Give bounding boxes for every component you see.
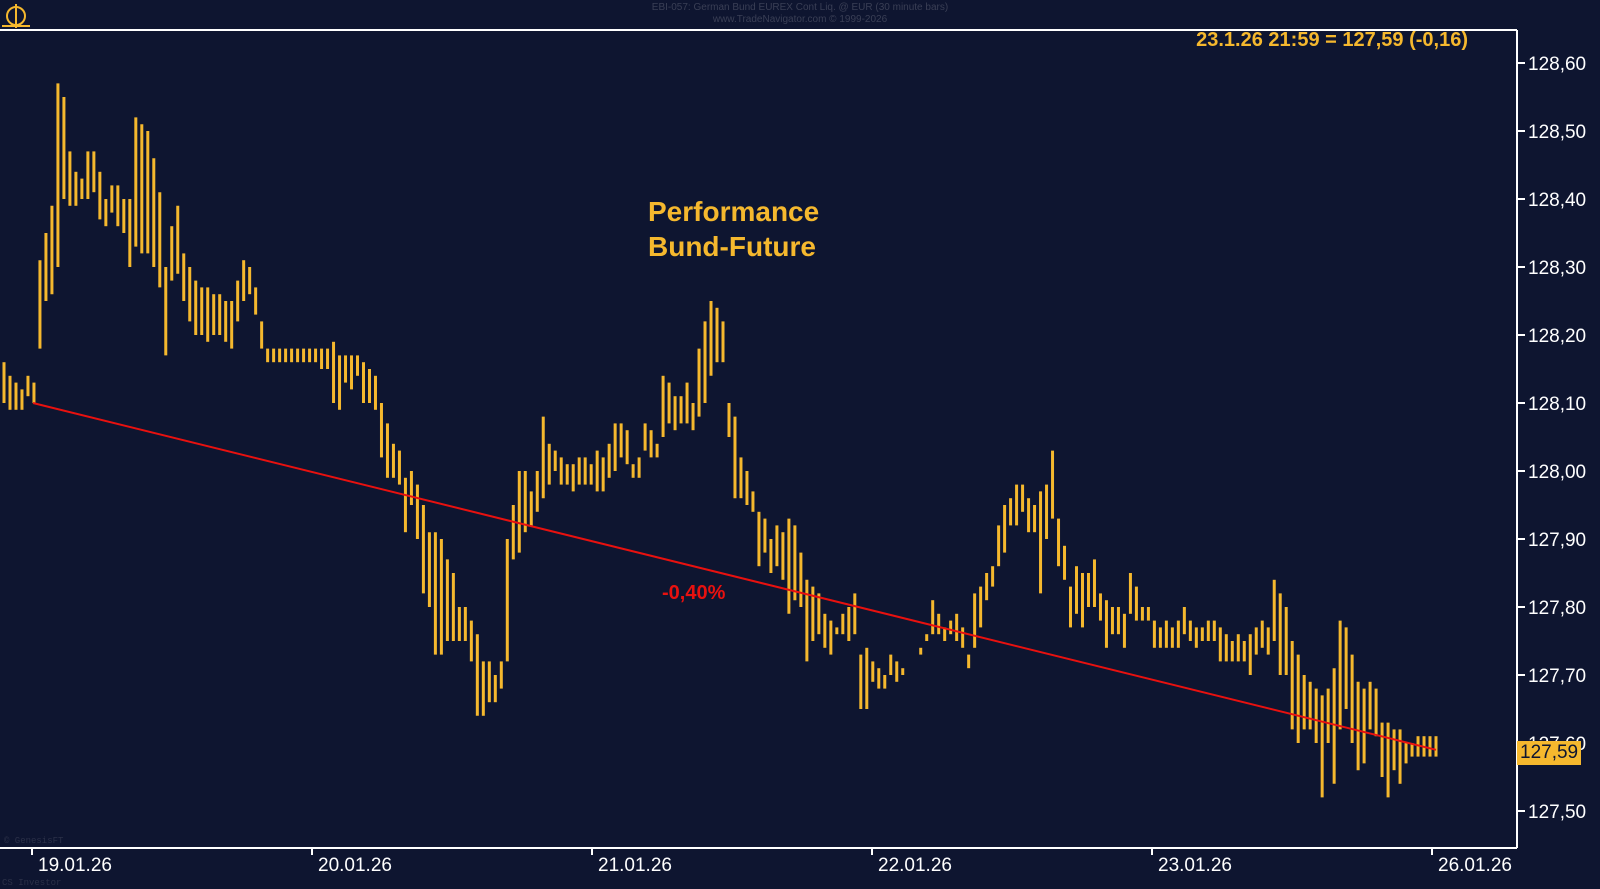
x-tick-label: 19.01.26: [38, 855, 112, 876]
y-tick-label: 127,70: [1528, 666, 1586, 687]
y-tick-label: 127,50: [1528, 802, 1586, 823]
y-tick-label: 128,40: [1528, 190, 1586, 211]
y-tick-label: 127,90: [1528, 530, 1586, 551]
x-axis-ticks: 19.01.26 20.01.26 21.01.26 22.01.26 23.01.26…: [31, 848, 1512, 876]
trendline: [32, 402, 1437, 751]
ohlc-bars: [2, 83, 1438, 798]
last-price-info: 23.1.26 21:59 = 127,59 (-0,16): [1196, 29, 1468, 51]
current-price-badge: 127,59: [1517, 741, 1582, 765]
y-tick-label: 127,80: [1528, 598, 1586, 619]
footer-note: CS Investor: [2, 878, 62, 888]
performance-annotation: -0,40%: [662, 582, 726, 604]
y-tick-label: 128,10: [1528, 394, 1586, 415]
x-tick-label: 22.01.26: [878, 855, 952, 876]
y-tick-label: 128,30: [1528, 258, 1586, 279]
y-tick-label: 128,20: [1528, 326, 1586, 347]
chart-title-line-2: Bund-Future: [648, 231, 816, 262]
y-axis-ticks: 127,50127,60127,70127,80127,90128,00128,…: [1517, 54, 1586, 823]
chart-title: Performance Bund-Future: [648, 194, 819, 264]
y-tick-label: 128,00: [1528, 462, 1586, 483]
logo-icon: [2, 4, 30, 28]
data-source-note: © GenesisFT: [4, 836, 64, 846]
x-tick-label: 21.01.26: [598, 855, 672, 876]
chart-title-line-1: Performance: [648, 196, 820, 227]
y-tick-label: 128,60: [1528, 54, 1586, 75]
x-tick-label: 23.01.26: [1158, 855, 1232, 876]
y-tick-label: 128,50: [1528, 122, 1586, 143]
x-tick-label: 26.01.26: [1438, 855, 1512, 876]
x-tick-label: 20.01.26: [318, 855, 392, 876]
chart-header-symbol: EBI-057: German Bund EUREX Cont Liq. @ E…: [651, 2, 949, 13]
chart-header-copyright: www.TradeNavigator.com © 1999-2026: [712, 14, 888, 25]
